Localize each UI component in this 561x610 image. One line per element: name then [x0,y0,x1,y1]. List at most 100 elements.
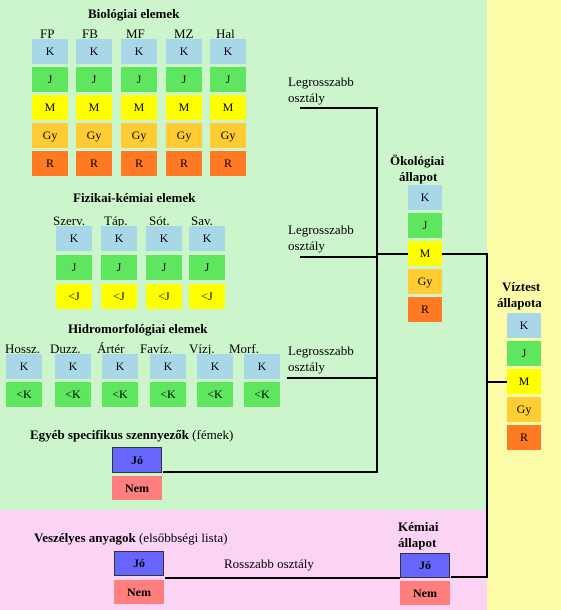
osztaly-label: osztály [288,359,325,374]
viztest-box-r: R [507,425,541,450]
legrosszabb-label: Legrosszabb [288,222,354,237]
viztest-title: Víztest [502,279,541,294]
veszelyes-box-nem: Nem [114,580,164,604]
bio-box-r: R [166,151,202,176]
kemiai-subtitle: állapot [398,535,437,550]
okologiai-subtitle: állapot [399,169,438,184]
veszelyes-box-jo: Jó [114,551,164,576]
fiz-box-k: K [56,226,92,251]
hidro-box-k: K [6,354,42,379]
hidro-col-label: Hossz. [5,341,41,356]
hidro-col-label: Duzz. [50,341,81,356]
fiz-box-j: J [101,255,137,280]
bio-box-gy: Gy [76,123,112,148]
bio-box-r: R [121,151,157,176]
egyeb-box-jo: Jó [112,447,162,473]
fiz-col-label: Szerv. [53,213,86,228]
bio-box-r: R [210,151,246,176]
hidro-box-ltk: <K [197,382,233,407]
fiz-box-k: K [101,226,137,251]
bio-box-k: K [76,39,112,64]
bio-col-label: MZ [174,26,194,41]
bio-box-m: M [76,95,112,120]
fiz-col-label: Sót. [149,213,170,228]
connector-line [442,253,488,255]
fiz-box-ltj: <J [189,284,225,309]
viztest-box-m: M [507,369,541,394]
fiz-box-j: J [56,255,92,280]
bio-box-k: K [166,39,202,64]
fiz-title: Fizikai-kémiai elemek [73,190,196,205]
hidro-box-k: K [244,354,280,379]
kemiai-box-jo: Jó [400,553,450,578]
connector-line [300,107,377,109]
eco-box-r: R [408,297,442,322]
connector-line [451,576,488,578]
legrosszabb-label: Legrosszabb [288,74,354,89]
hidro-col-label: Favíz. [140,341,173,356]
bio-box-j: J [210,67,246,92]
bio-title: Biológiai elemek [88,6,180,21]
hidro-box-ltk: <K [55,382,91,407]
egyeb-title: Egyéb specifikus szennyezők (fémek) [30,427,233,442]
bio-box-k: K [210,39,246,64]
waterbody-area [487,0,561,610]
rosszabb-osztaly-label: Rosszabb osztály [224,556,314,571]
bio-box-k: K [121,39,157,64]
viztest-box-gy: Gy [507,397,541,422]
bio-col-label: FP [40,26,55,41]
bio-box-gy: Gy [32,123,68,148]
osztaly-label: osztály [288,90,325,105]
kemiai-title: Kémiai [398,519,439,534]
hidro-box-k: K [102,354,138,379]
hidro-box-ltk: <K [102,382,138,407]
bio-box-j: J [166,67,202,92]
fiz-box-ltj: <J [101,284,137,309]
viztest-box-k: K [507,313,541,338]
bio-box-r: R [32,151,68,176]
fiz-box-j: J [189,255,225,280]
hidro-box-ltk: <K [6,382,42,407]
bio-box-m: M [32,95,68,120]
hidro-col-label: Ártér [97,341,125,356]
fiz-box-k: K [146,226,182,251]
connector-line [392,577,400,579]
bio-box-gy: Gy [210,123,246,148]
veszelyes-title-bold: Veszélyes anyagok [34,530,136,545]
egyeb-box-nem: Nem [112,476,162,500]
hidro-box-k: K [150,354,186,379]
bio-box-gy: Gy [121,123,157,148]
legrosszabb-label: Legrosszabb [288,343,354,358]
viztest-subtitle: állapota [497,295,542,310]
connector-line [300,256,377,258]
connector-line [486,253,488,578]
connector-line [376,107,378,473]
connector-line [287,377,377,379]
connector-line [163,471,377,473]
hidro-col-label: Vízj. [189,341,215,356]
fiz-box-ltj: <J [56,284,92,309]
connector-line [486,381,507,383]
bio-col-label: MF [126,26,145,41]
eco-box-j: J [408,213,442,238]
hidro-col-label: Morf. [229,341,259,356]
veszelyes-title-rest: (elsőbbségi lista) [135,530,228,545]
hidro-box-ltk: <K [150,382,186,407]
bio-box-m: M [166,95,202,120]
bio-box-j: J [32,67,68,92]
fiz-col-label: Táp. [104,213,128,228]
osztaly-label: osztály [288,238,325,253]
connector-line [165,577,393,579]
bio-box-j: J [121,67,157,92]
bio-box-m: M [210,95,246,120]
egyeb-title-rest: (fémek) [188,427,234,442]
hidro-title: Hidromorfológiai elemek [68,321,208,336]
hidro-box-k: K [197,354,233,379]
veszelyes-title: Veszélyes anyagok (elsőbbségi lista) [34,530,227,545]
eco-box-k: K [408,185,442,210]
bio-col-label: Hal [216,26,235,41]
kemiai-box-nem: Nem [400,581,450,605]
viztest-box-j: J [507,341,541,366]
bio-col-label: FB [82,26,98,41]
hidro-box-ltk: <K [244,382,280,407]
